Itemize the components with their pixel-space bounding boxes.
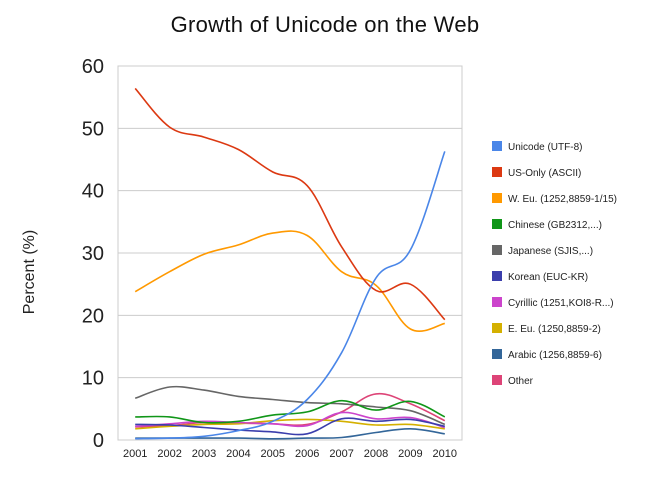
legend-swatch	[492, 349, 502, 359]
legend-label: US-Only (ASCII)	[508, 168, 581, 179]
x-tick-label: 2003	[192, 448, 216, 460]
legend-label: Japanese (SJIS,...)	[508, 246, 593, 257]
x-tick-label: 2005	[261, 448, 285, 460]
x-tick-label: 2009	[398, 448, 422, 460]
series-line-cyrillic-1251-koi8-r	[135, 411, 446, 429]
y-tick-label: 10	[82, 368, 104, 390]
x-tick-label: 2001	[123, 448, 147, 460]
x-tick-label: 2006	[295, 448, 319, 460]
gridlines	[117, 65, 463, 441]
y-tick-label: 30	[82, 243, 104, 265]
y-tick-label: 20	[82, 305, 104, 327]
legend-label: E. Eu. (1250,8859-2)	[508, 324, 601, 335]
y-tick-label: 0	[93, 430, 104, 452]
series-lines	[134, 87, 446, 440]
series-line-w-eu-1252-8859-1-15	[134, 230, 446, 332]
legend-label: Other	[508, 376, 534, 387]
legend-label: Arabic (1256,8859-6)	[508, 350, 602, 361]
y-tick-label: 40	[82, 181, 104, 203]
legend-swatch	[492, 193, 502, 203]
legend-swatch	[492, 375, 502, 385]
series-line-chinese-gb2312	[135, 399, 446, 424]
legend-swatch	[492, 271, 502, 281]
legend-label: Cyrillic (1251,KOI8-R...)	[508, 298, 614, 309]
legend-swatch	[492, 167, 502, 177]
legend: Unicode (UTF-8) US-Only (ASCII) W. Eu. (12…	[492, 141, 617, 387]
x-tick-label: 2002	[157, 448, 181, 460]
series-line-e-eu-1250-8859-2	[135, 418, 445, 430]
series-line-korean-euc-kr	[135, 417, 445, 436]
x-tick-label: 2010	[433, 448, 457, 460]
series-line-other	[135, 392, 446, 428]
legend-swatch	[492, 323, 502, 333]
series-line-unicode-utf-8	[135, 151, 446, 440]
y-tick-label: 60	[82, 56, 104, 78]
y-tick-label: 50	[82, 118, 104, 140]
legend-label: Chinese (GB2312,...)	[508, 220, 602, 231]
legend-swatch	[492, 297, 502, 307]
axes: 0 10 20 30 40 50 60 2001 2002 2003 2004 2005 2006 200…	[82, 56, 457, 460]
x-tick-label: 2007	[329, 448, 353, 460]
legend-swatch	[492, 141, 502, 151]
legend-swatch	[492, 219, 502, 229]
legend-swatch	[492, 245, 502, 255]
legend-label: Unicode (UTF-8)	[508, 142, 582, 153]
series-line-japanese-sjis	[134, 385, 446, 426]
chart-title: Growth of Unicode on the Web	[170, 12, 480, 37]
x-tick-label: 2008	[364, 448, 388, 460]
legend-label: Korean (EUC-KR)	[508, 272, 588, 283]
series-line-us-only-ascii	[134, 87, 446, 321]
x-tick-label: 2004	[226, 448, 250, 460]
y-axis-label: Percent (%)	[21, 230, 38, 314]
legend-label: W. Eu. (1252,8859-1/15)	[508, 194, 617, 205]
